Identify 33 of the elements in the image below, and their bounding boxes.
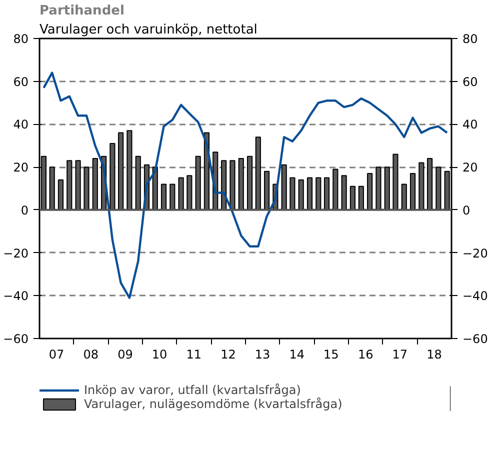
y-tick-label: 80 [13, 32, 29, 46]
legend-label: Varulager, nulägesomdöme (kvartalsfråga) [84, 397, 342, 411]
y-tick-label: −20 [3, 246, 29, 260]
x-tick-label: 12 [220, 348, 236, 362]
y-tick-label: 0 [20, 203, 29, 218]
y2-tick-label: −60 [462, 332, 488, 346]
x-tick-label: 16 [358, 348, 374, 362]
y2-tick-label: 60 [462, 74, 478, 89]
x-tick-label: 15 [324, 348, 339, 362]
y-tick-label: 60 [13, 74, 29, 89]
y2-tick-label: 20 [462, 160, 478, 175]
y2-tick-label: −20 [462, 246, 488, 260]
y-tick-label: 40 [13, 118, 29, 132]
x-tick-label: 08 [83, 348, 99, 362]
x-tick-label: 10 [152, 348, 168, 362]
y2-tick-label: 40 [462, 118, 478, 132]
x-tick-label: 07 [48, 348, 64, 362]
chart-subtitle: Varulager och varuinköp, nettotal [40, 22, 258, 38]
y2-tick-label: 0 [462, 203, 470, 218]
y-tick-label: 20 [13, 160, 29, 175]
chart-title: Partihandel [40, 4, 124, 18]
y-tick-label: −40 [3, 289, 29, 304]
line-series [42, 72, 448, 299]
x-tick-label: 13 [254, 348, 270, 362]
x-tick-label: 14 [289, 348, 305, 362]
y-tick-label: −60 [3, 332, 29, 346]
x-tick-label: 18 [426, 348, 442, 362]
x-tick-label: 11 [186, 348, 202, 362]
x-tick-label: 17 [392, 348, 408, 362]
x-tick-label: 09 [118, 348, 133, 362]
legend-label: Inköp av varor, utfall (kvartalsfråga) [84, 383, 301, 397]
y2-tick-label: −40 [462, 289, 488, 304]
y2-tick-label: 80 [462, 32, 478, 46]
